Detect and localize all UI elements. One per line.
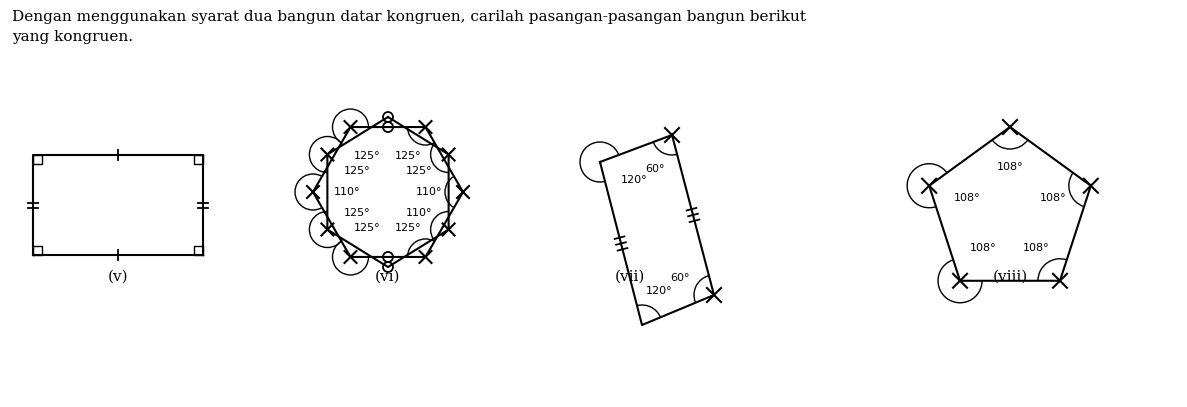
Text: Dengan menggunakan syarat dua bangun datar kongruen, carilah pasangan-pasangan b: Dengan menggunakan syarat dua bangun dat… bbox=[12, 10, 806, 24]
Text: 110°: 110° bbox=[415, 187, 443, 197]
Text: 108°: 108° bbox=[1040, 193, 1066, 203]
Text: 60°: 60° bbox=[671, 273, 690, 283]
Text: 108°: 108° bbox=[970, 243, 997, 254]
Text: (viii): (viii) bbox=[992, 270, 1028, 284]
Text: 120°: 120° bbox=[646, 286, 672, 296]
Text: 125°: 125° bbox=[406, 166, 432, 176]
Text: 125°: 125° bbox=[395, 151, 421, 162]
Text: (vii): (vii) bbox=[615, 270, 646, 284]
Text: 108°: 108° bbox=[997, 162, 1023, 172]
Text: 108°: 108° bbox=[1023, 243, 1049, 254]
Text: (vi): (vi) bbox=[375, 270, 401, 284]
Text: yang kongruen.: yang kongruen. bbox=[12, 30, 133, 44]
Text: 110°: 110° bbox=[334, 187, 360, 197]
Text: 125°: 125° bbox=[344, 208, 370, 218]
Text: 125°: 125° bbox=[344, 166, 370, 176]
Text: 60°: 60° bbox=[645, 164, 665, 174]
Text: 110°: 110° bbox=[406, 208, 432, 218]
Text: 125°: 125° bbox=[354, 151, 381, 162]
Text: 108°: 108° bbox=[954, 193, 980, 203]
Text: 125°: 125° bbox=[395, 223, 421, 232]
Text: 120°: 120° bbox=[621, 175, 647, 184]
Text: (v): (v) bbox=[108, 270, 128, 284]
Text: 125°: 125° bbox=[354, 223, 381, 232]
